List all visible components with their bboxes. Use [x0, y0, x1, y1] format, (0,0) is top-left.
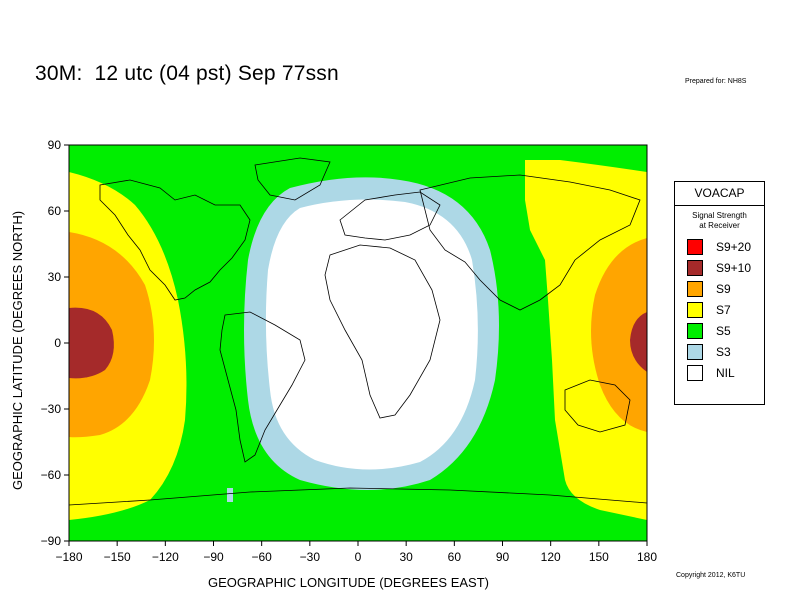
x-tick-label: −180 [55, 550, 82, 564]
y-tick-label: −90 [41, 534, 62, 548]
legend-label: S9 [716, 281, 731, 296]
x-tick-label: 0 [355, 550, 362, 564]
x-tick-label: −30 [300, 550, 321, 564]
coverage-layer [69, 145, 647, 541]
legend-label: S9+10 [716, 260, 752, 275]
x-tick-label: 120 [541, 550, 561, 564]
legend-label: S7 [716, 302, 731, 317]
y-tick-label: 0 [54, 336, 61, 350]
y-tick-label: 90 [48, 138, 62, 152]
legend-item-s5: S5 [675, 320, 764, 341]
legend-label: S5 [716, 323, 731, 338]
legend-swatch [687, 322, 703, 339]
x-tick-label: 180 [637, 550, 657, 564]
legend-item-s7: S7 [675, 299, 764, 320]
s3-fleck [227, 488, 233, 502]
legend-items: S9+20 S9+10 S9 S7 S5 S3 NIL [675, 236, 764, 383]
europe-outline [339, 191, 441, 241]
x-tick-label: −120 [152, 550, 179, 564]
legend-label: S3 [716, 344, 731, 359]
legend-item-nil: NIL [675, 362, 764, 383]
y-tick-label: 30 [48, 270, 62, 284]
copyright-note: Copyright 2012, K6TU [676, 572, 746, 579]
s9plus10-zone-west [69, 307, 114, 379]
legend-item-s9plus20: S9+20 [675, 236, 764, 257]
y-tick-label: −60 [41, 468, 62, 482]
signal-legend: VOACAP Signal Strength at Receiver S9+20… [674, 181, 765, 405]
legend-swatch [687, 301, 703, 318]
y-tick-label: 60 [48, 204, 62, 218]
legend-subtitle: Signal Strength at Receiver [675, 211, 764, 231]
x-axis-label: GEOGRAPHIC LONGITUDE (DEGREES EAST) [208, 575, 489, 590]
y-axis-label: GEOGRAPHIC LATITUDE (DEGREES NORTH) [10, 210, 25, 490]
greenland-outline [254, 157, 331, 201]
legend-item-s9plus10: S9+10 [675, 257, 764, 278]
legend-swatch [687, 238, 703, 255]
x-tick-label: 90 [496, 550, 510, 564]
africa-outline [324, 244, 441, 419]
legend-swatch [687, 364, 703, 381]
legend-swatch [687, 259, 703, 276]
north-america-outline [99, 179, 251, 301]
y-axis-ticks: 90 60 30 0 −30 −60 −90 [41, 138, 69, 548]
x-tick-label: −150 [104, 550, 131, 564]
legend-label: S9+20 [716, 239, 752, 254]
x-tick-label: −60 [251, 550, 272, 564]
s9-zone-east [591, 238, 647, 432]
legend-title: VOACAP [675, 182, 764, 206]
x-tick-label: 150 [589, 550, 609, 564]
coastlines [69, 157, 647, 506]
australia-outline [564, 379, 631, 433]
legend-subtitle-line2: at Receiver [699, 221, 740, 230]
nil-zone-center [265, 199, 478, 470]
legend-swatch [687, 343, 703, 360]
antarctica-outline [69, 487, 647, 506]
south-america-outline [219, 311, 306, 463]
s9plus10-zone-east [630, 312, 647, 372]
x-axis-ticks: −180 −150 −120 −90 −60 −30 0 30 60 90 120 150 180 [55, 541, 657, 564]
asia-outline [419, 174, 641, 311]
legend-label: NIL [716, 365, 735, 380]
legend-swatch [687, 280, 703, 297]
legend-item-s9: S9 [675, 278, 764, 299]
legend-item-s3: S3 [675, 341, 764, 362]
s7-zone-east [525, 160, 647, 520]
prepared-for-note: Prepared for: NH8S [685, 78, 747, 85]
map-title: 30M: 12 utc (04 pst) Sep 77ssn [35, 62, 339, 85]
x-tick-label: 60 [448, 550, 462, 564]
x-tick-label: 30 [399, 550, 413, 564]
x-tick-label: −90 [203, 550, 224, 564]
legend-subtitle-line1: Signal Strength [692, 211, 747, 220]
y-tick-label: −30 [41, 402, 62, 416]
